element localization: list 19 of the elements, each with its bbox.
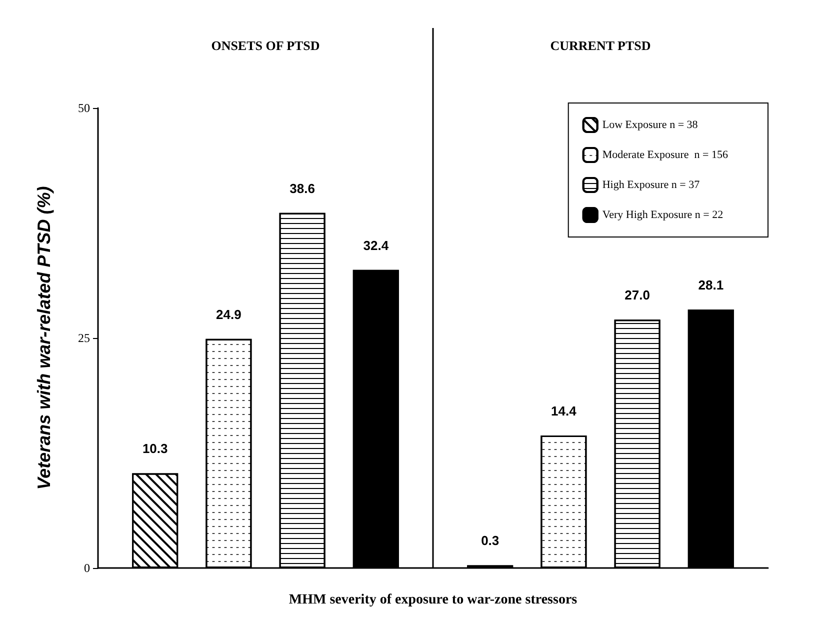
data-label: 0.3 bbox=[481, 533, 500, 548]
data-label: 10.3 bbox=[142, 441, 168, 456]
data-label: 24.9 bbox=[216, 306, 242, 322]
x-axis-title: MHM severity of exposure to war-zone stressors bbox=[288, 592, 578, 608]
legend-label: Moderate Exposure n = 156 bbox=[602, 149, 728, 161]
data-label: 14.4 bbox=[551, 404, 578, 419]
x-tick-label: ONSETS OF PTSD bbox=[211, 38, 320, 53]
data-label: 28.1 bbox=[698, 277, 724, 292]
data-label: 27.0 bbox=[624, 288, 650, 303]
data-label: 38.6 bbox=[290, 180, 315, 196]
y-tick-label: 0 bbox=[84, 561, 90, 575]
y-tick-label: 50 bbox=[78, 101, 90, 115]
legend-label: High Exposure n = 37 bbox=[602, 179, 700, 191]
legend-label: Very High Exposure n = 22 bbox=[602, 209, 724, 221]
data-label: 32.4 bbox=[363, 238, 390, 253]
y-tick-label: 25 bbox=[78, 331, 90, 345]
x-tick-label: CURRENT PTSD bbox=[550, 38, 651, 53]
legend-label: Low Exposure n = 38 bbox=[602, 119, 698, 131]
y-axis-title: Veterans with war-related PTSD (%) bbox=[34, 186, 54, 490]
